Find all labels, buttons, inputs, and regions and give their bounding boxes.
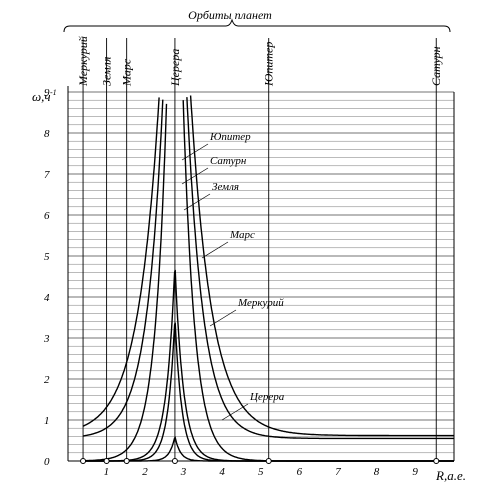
chart-title: Орбиты планет — [188, 8, 272, 22]
x-tick-label: 4 — [219, 466, 225, 478]
orbit-marker — [433, 458, 440, 464]
y-tick-label: 3 — [43, 333, 50, 345]
orbit-marker — [80, 458, 87, 464]
grid-lines — [68, 91, 454, 454]
title-brace — [63, 18, 451, 33]
series-label-leader — [201, 241, 229, 259]
x-tick-label: 1 — [104, 466, 110, 478]
x-tick-label: 5 — [258, 466, 264, 478]
x-axis-label: R,а.е. — [435, 468, 466, 483]
orbit-label: Меркурий — [76, 36, 90, 87]
y-tick-label: 5 — [44, 251, 50, 263]
y-tick-label: 6 — [44, 210, 50, 222]
x-tick-label: 6 — [297, 466, 303, 478]
series-label: Юпитер — [209, 131, 251, 143]
y-tick-label: 0 — [44, 456, 50, 468]
y-axis-label-exponent: -1 — [50, 88, 57, 97]
y-tick-label: 9 — [44, 87, 50, 99]
orbit-label: Сатурн — [429, 46, 443, 86]
series-label: Церера — [249, 391, 285, 403]
orbit-label: Церера — [168, 49, 182, 87]
series-label: Земля — [212, 181, 239, 193]
y-tick-label: 7 — [44, 169, 50, 181]
x-tick-label: 8 — [374, 466, 380, 478]
y-tick-label: 4 — [44, 292, 50, 304]
series-label-leader — [209, 309, 237, 327]
series-label-leader — [181, 143, 209, 161]
orbit-marker — [123, 458, 130, 464]
y-tick-label: 8 — [44, 128, 50, 140]
orbit-label: Юпитер — [262, 42, 276, 87]
y-tick-label: 2 — [44, 374, 50, 386]
orbit-marker — [265, 458, 272, 464]
series-line — [82, 95, 454, 437]
series-label-leader — [183, 193, 211, 211]
series-label: Сатурн — [210, 155, 247, 167]
orbit-marker — [103, 458, 110, 464]
orbit-markers — [80, 458, 440, 464]
x-tick-label: 3 — [180, 466, 187, 478]
orbit-label: Земля — [100, 56, 114, 86]
y-axis-label: ω,ч — [32, 89, 51, 104]
series-label-leader — [221, 403, 249, 421]
series-label: Марс — [229, 229, 255, 241]
labels: Меркурий Земля Марс Церера Юпитер Сатурн Юпите… — [76, 36, 443, 421]
x-tick-label: 7 — [335, 466, 341, 478]
series-line — [82, 97, 454, 440]
orbit-marker — [171, 458, 178, 464]
orbit-lines — [82, 38, 437, 461]
series-label-leader — [181, 167, 209, 185]
series-label: Меркурий — [237, 297, 284, 309]
orbit-label: Марс — [120, 58, 134, 87]
x-tick-label: 9 — [412, 466, 418, 478]
y-tick-label: 1 — [44, 415, 50, 427]
x-tick-label: 2 — [142, 466, 148, 478]
